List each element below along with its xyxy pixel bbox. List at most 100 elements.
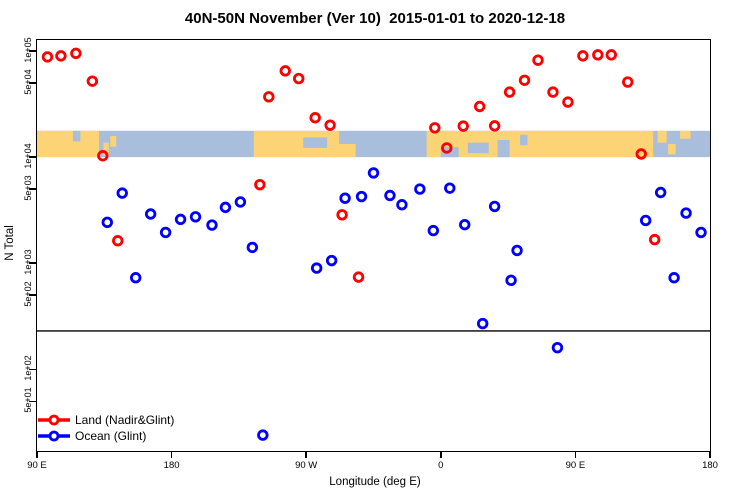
legend-label-ocean: Ocean (Glint) <box>75 429 147 443</box>
y-tick-mark <box>29 156 36 158</box>
y-tick-mark <box>29 188 36 190</box>
map-band-land <box>103 142 109 156</box>
x-tick-mark <box>170 452 173 458</box>
y-axis-label: N Total <box>4 225 16 261</box>
data-point <box>144 208 157 220</box>
data-point <box>473 100 486 113</box>
map-band-water-patch <box>497 140 510 158</box>
data-point <box>476 317 489 330</box>
data-point <box>635 148 647 160</box>
map-band-land <box>680 130 691 139</box>
data-point <box>488 200 501 213</box>
map-band-land <box>657 130 667 143</box>
data-point <box>254 178 266 191</box>
data-point <box>101 216 113 229</box>
data-point <box>310 262 323 274</box>
map-band-land <box>426 130 654 158</box>
data-point <box>263 91 275 103</box>
data-point <box>293 72 305 85</box>
x-tick-mark <box>305 452 307 458</box>
map-band-land <box>37 130 100 158</box>
data-point <box>219 201 232 214</box>
data-point <box>257 429 269 441</box>
data-point <box>547 86 559 98</box>
data-point <box>592 49 604 61</box>
x-tick-mark <box>574 452 577 458</box>
data-point <box>159 226 172 239</box>
data-point <box>189 211 202 223</box>
data-point <box>444 182 456 194</box>
data-point <box>680 207 692 219</box>
x-axis-label: Longitude (deg E) <box>329 476 421 488</box>
data-point <box>279 65 291 77</box>
data-point <box>427 224 440 237</box>
data-point <box>648 233 661 246</box>
data-point <box>130 272 142 284</box>
map-band-water-patch <box>303 137 328 148</box>
y-tick-label: 5e+04 <box>23 69 33 95</box>
data-point <box>70 47 82 60</box>
data-point <box>174 213 187 226</box>
map-band-land <box>339 143 356 158</box>
y-tick-mark <box>29 368 36 371</box>
data-point <box>309 112 321 124</box>
data-point <box>695 226 707 239</box>
map-band-land <box>668 143 676 155</box>
x-tick-label: 0 <box>438 460 444 471</box>
legend-label-land: Land (Nadir&Glint) <box>75 413 175 427</box>
data-point <box>457 120 469 132</box>
y-tick-label: 5e+01 <box>23 387 33 413</box>
data-point <box>325 254 338 267</box>
map-band-water-patch <box>72 130 81 142</box>
map-band-land <box>110 136 117 147</box>
data-point <box>355 190 368 203</box>
data-point <box>441 142 453 154</box>
data-point <box>339 192 351 204</box>
plot-area <box>37 47 710 441</box>
y-tick-label: 5e+02 <box>23 281 33 307</box>
data-point <box>55 50 67 62</box>
data-point <box>336 209 348 221</box>
y-tick-mark <box>29 82 36 84</box>
data-point <box>488 120 501 132</box>
data-point <box>459 218 471 231</box>
data-point <box>532 54 544 66</box>
y-tick-mark <box>29 400 36 403</box>
data-point <box>384 189 396 202</box>
data-point <box>234 196 247 208</box>
data-point <box>86 75 99 87</box>
x-tick-mark <box>36 452 38 458</box>
map-band-water-patch <box>520 134 528 146</box>
x-tick-label: 180 <box>163 460 180 471</box>
x-tick-label: 90 W <box>295 460 318 471</box>
data-point <box>511 244 523 257</box>
data-point <box>41 51 54 63</box>
data-point <box>562 96 574 108</box>
map-band-water-patch <box>467 142 489 154</box>
data-point <box>505 274 517 287</box>
data-point <box>414 183 426 195</box>
x-tick-mark <box>440 452 442 458</box>
data-point <box>246 241 259 254</box>
legend-item-land: Land (Nadir&Glint) <box>37 412 174 428</box>
y-tick-mark <box>29 50 36 52</box>
data-point <box>605 49 617 61</box>
x-tick-label: 90 E <box>565 460 586 471</box>
data-point <box>551 341 564 354</box>
data-point <box>503 86 516 98</box>
legend: Land (Nadir&Glint) Ocean (Glint) <box>37 412 174 444</box>
data-point <box>367 167 380 179</box>
data-point <box>518 74 531 86</box>
data-point <box>639 214 652 227</box>
data-point <box>577 50 589 62</box>
data-point <box>206 219 218 231</box>
x-tick-label: 180 <box>702 460 718 471</box>
x-tick-label: 90 E <box>27 460 47 471</box>
data-point <box>116 187 128 199</box>
y-tick-mark <box>29 294 36 296</box>
data-point <box>622 76 634 88</box>
y-tick-label: 5e+03 <box>23 175 33 201</box>
data-point <box>112 235 124 247</box>
data-point <box>352 271 365 283</box>
